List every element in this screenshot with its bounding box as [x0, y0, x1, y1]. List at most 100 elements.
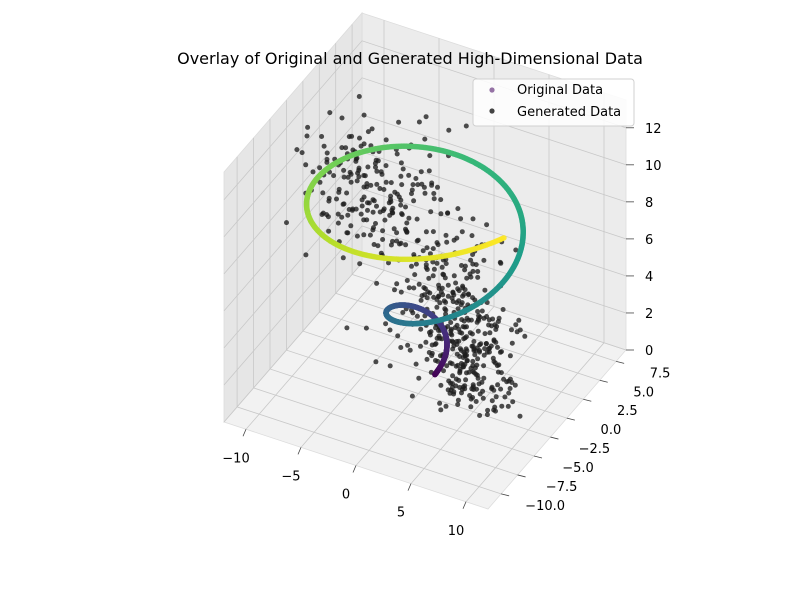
generated-point	[461, 291, 467, 297]
y-tick-mark	[583, 398, 592, 402]
generated-point	[416, 281, 422, 287]
generated-point	[418, 326, 424, 332]
generated-point	[439, 285, 445, 291]
generated-point	[481, 363, 487, 369]
generated-point	[317, 179, 323, 185]
x-tick-label: 5	[397, 506, 405, 521]
generated-point	[406, 215, 412, 221]
generated-point	[341, 201, 347, 207]
generated-point	[438, 211, 444, 217]
generated-point	[327, 110, 333, 116]
generated-point	[451, 237, 457, 243]
generated-point	[339, 145, 345, 151]
generated-point	[418, 297, 424, 303]
generated-point	[371, 242, 377, 247]
generated-point	[484, 222, 490, 228]
generated-point	[430, 246, 436, 252]
generated-point	[509, 340, 515, 346]
generated-point	[418, 343, 423, 349]
generated-point	[317, 165, 323, 171]
generated-point	[413, 361, 419, 367]
generated-point	[374, 203, 379, 209]
generated-point	[424, 295, 430, 301]
generated-point	[390, 205, 396, 211]
generated-point	[345, 212, 351, 218]
generated-point	[406, 172, 412, 178]
generated-point	[415, 237, 421, 243]
generated-point	[430, 259, 436, 265]
generated-point	[398, 160, 404, 166]
generated-point	[428, 329, 434, 335]
generated-point	[435, 358, 441, 364]
generated-point	[462, 267, 468, 273]
generated-point	[426, 275, 432, 281]
generated-point	[413, 261, 419, 267]
generated-point	[469, 331, 475, 337]
generated-point	[349, 207, 355, 213]
legend-marker-original	[489, 87, 495, 93]
y-tick-mark	[566, 417, 575, 421]
generated-point	[380, 228, 386, 234]
generated-point	[464, 324, 469, 330]
generated-point	[380, 237, 386, 242]
generated-point	[391, 226, 397, 232]
generated-point	[356, 165, 362, 171]
generated-point	[420, 248, 426, 254]
generated-point	[432, 342, 438, 347]
generated-point	[468, 317, 474, 323]
generated-point	[431, 196, 437, 202]
generated-point	[455, 306, 461, 312]
generated-point	[444, 363, 450, 369]
generated-point	[387, 327, 393, 333]
generated-point	[438, 407, 444, 413]
generated-point	[470, 358, 476, 364]
generated-point	[381, 206, 387, 212]
z-tick-label: 6	[645, 233, 653, 248]
generated-point	[471, 370, 477, 376]
generated-point	[443, 232, 449, 238]
generated-point	[369, 126, 375, 132]
generated-point	[394, 230, 400, 236]
generated-point	[439, 264, 445, 270]
generated-point	[456, 288, 462, 294]
generated-point	[449, 385, 455, 390]
generated-point	[475, 274, 481, 280]
generated-point	[414, 313, 420, 319]
generated-point	[392, 189, 398, 195]
generated-point	[299, 150, 305, 156]
x-tick-label: −5	[281, 469, 300, 484]
generated-point	[517, 413, 523, 419]
generated-point	[468, 274, 474, 280]
generated-point	[381, 187, 387, 192]
generated-point	[450, 381, 455, 387]
chart-title: Overlay of Original and Generated High-D…	[177, 49, 643, 68]
generated-point	[459, 390, 464, 396]
generated-point	[399, 182, 405, 188]
generated-point	[424, 356, 430, 362]
generated-point	[513, 247, 519, 253]
generated-point	[423, 229, 429, 235]
generated-point	[459, 317, 465, 323]
generated-point	[477, 314, 483, 320]
y-tick-mark	[501, 493, 510, 497]
generated-point	[397, 241, 402, 247]
generated-point	[490, 355, 496, 361]
generated-point	[361, 112, 367, 118]
generated-point	[445, 282, 451, 288]
generated-point	[463, 123, 469, 129]
generated-point	[407, 347, 413, 353]
generated-point	[471, 339, 477, 344]
generated-point	[409, 263, 414, 269]
generated-point	[409, 187, 415, 193]
generated-point	[358, 211, 364, 217]
generated-point	[319, 134, 325, 139]
generated-point	[427, 290, 433, 296]
generated-point	[462, 263, 468, 269]
generated-point	[488, 343, 494, 349]
generated-point	[357, 261, 363, 267]
generated-point	[334, 196, 339, 202]
generated-point	[404, 220, 410, 226]
y-tick-label: 0.0	[601, 423, 622, 438]
generated-point	[475, 328, 481, 334]
generated-point	[405, 342, 411, 348]
